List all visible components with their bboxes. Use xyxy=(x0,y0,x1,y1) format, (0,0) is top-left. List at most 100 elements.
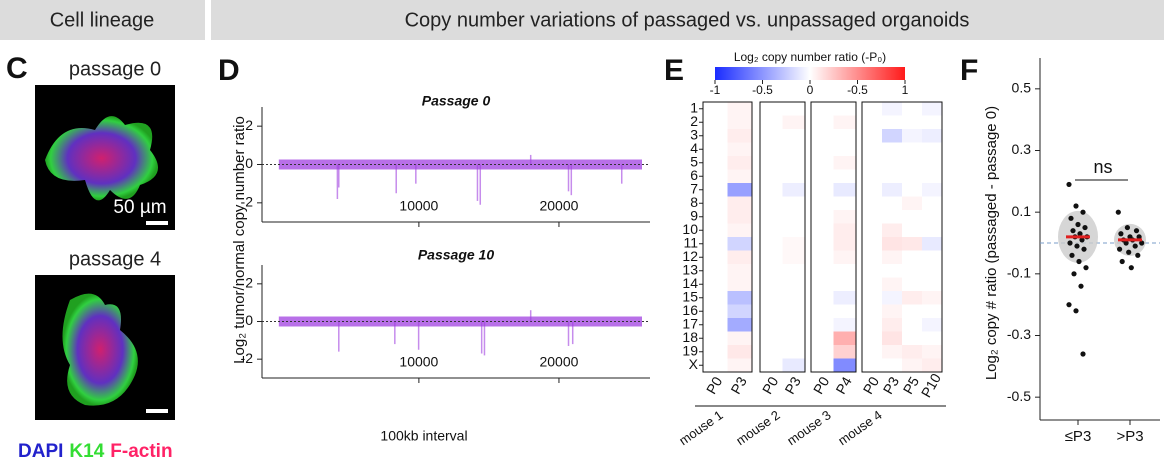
data-point xyxy=(1117,246,1123,252)
outlier-point xyxy=(480,321,483,354)
data-point xyxy=(1070,228,1076,234)
colorbar-tick-label: 0 xyxy=(807,83,814,97)
heatmap-cell xyxy=(882,129,903,143)
heatmap-cell xyxy=(882,183,903,197)
data-point xyxy=(1136,234,1142,240)
data-point xyxy=(1076,258,1082,265)
annotation: ns xyxy=(1093,157,1112,177)
heatmap-cell xyxy=(782,331,806,346)
y-tick-label: 0.1 xyxy=(1012,203,1032,219)
heatmap-cell xyxy=(833,156,857,170)
heatmap-cell xyxy=(882,196,903,211)
row-label: 4 xyxy=(690,140,698,156)
heatmap-cell xyxy=(922,345,943,359)
heatmap-cell xyxy=(703,291,728,305)
heatmap-cell xyxy=(882,115,903,130)
heatmap-cell xyxy=(811,237,834,251)
heatmap-cell xyxy=(727,223,753,238)
heatmap-cell xyxy=(902,115,923,130)
heatmap-cell xyxy=(862,169,883,184)
heatmap-cell xyxy=(833,115,857,130)
y-tick-label: 0.3 xyxy=(1012,141,1032,157)
noise-band xyxy=(278,159,642,170)
y-axis-label: Log₂ copy # ratio (passaged - passage 0) xyxy=(983,106,1000,380)
outlier-point xyxy=(338,321,340,352)
heatmap-cell xyxy=(922,237,943,251)
heatmap-cell xyxy=(882,169,903,184)
outlier-point xyxy=(483,321,486,356)
data-point xyxy=(1075,221,1081,228)
heatmap-cell xyxy=(782,345,806,359)
heatmap-cell xyxy=(833,304,857,319)
row-label: 12 xyxy=(682,248,698,264)
heatmap-cell xyxy=(727,358,753,373)
scale-bar xyxy=(146,409,168,413)
heatmap-cell xyxy=(782,142,806,157)
heatmap-cell xyxy=(703,102,728,116)
data-point xyxy=(1078,283,1084,289)
heatmap-cell xyxy=(760,196,783,211)
data-point xyxy=(1083,265,1089,271)
outlier-point xyxy=(415,164,417,184)
y-tick-label: 2 xyxy=(245,117,253,133)
heatmap-cell xyxy=(902,169,923,184)
data-point xyxy=(1132,243,1138,249)
heatmap-cell xyxy=(862,291,883,305)
x-tick-label: >P3 xyxy=(1116,428,1143,445)
heatmap-cell xyxy=(833,196,857,211)
heatmap-cell xyxy=(833,129,857,143)
panel-label: D xyxy=(218,54,240,87)
header-bg xyxy=(0,0,205,40)
column-label: P0 xyxy=(759,374,782,397)
data-point xyxy=(1139,240,1145,246)
heatmap-cell xyxy=(902,277,923,292)
x-tick-label: 20000 xyxy=(539,198,578,214)
heatmap-cell xyxy=(782,156,806,170)
heatmap-cell xyxy=(782,196,806,211)
heatmap-cell xyxy=(760,250,783,265)
heatmap-cell xyxy=(703,196,728,211)
heatmap-cell xyxy=(882,237,903,251)
heatmap-cell xyxy=(922,183,943,197)
heatmap-cell xyxy=(811,318,834,332)
heatmap-cell xyxy=(833,237,857,251)
heatmap-cell xyxy=(922,358,943,373)
y-tick-label: -2 xyxy=(241,350,254,366)
heatmap-cell xyxy=(862,210,883,224)
row-label: 16 xyxy=(682,302,698,318)
data-point xyxy=(1126,249,1132,255)
colorbar-tick-label: -1 xyxy=(710,83,721,97)
panel-label: E xyxy=(664,54,684,87)
outlier-point xyxy=(395,164,397,194)
heatmap-cell xyxy=(703,223,728,238)
heatmap-cell xyxy=(703,156,728,170)
heatmap-cell xyxy=(833,183,857,197)
heatmap-cell xyxy=(782,129,806,143)
heatmap-cell xyxy=(703,318,728,332)
heatmap-cell xyxy=(703,250,728,265)
heatmap-cell xyxy=(833,142,857,157)
data-point xyxy=(1074,243,1080,249)
heatmap-cell xyxy=(902,210,923,224)
scale-bar xyxy=(146,221,168,225)
heatmap-cell xyxy=(882,264,903,278)
x-tick-label: 20000 xyxy=(539,354,578,370)
heatmap-cell xyxy=(862,129,883,143)
data-point xyxy=(1073,203,1079,209)
heatmap-cell xyxy=(727,318,753,332)
heatmap-cell xyxy=(922,291,943,305)
outlier-point xyxy=(479,164,482,205)
outlier-point xyxy=(529,310,532,322)
heatmap-cell xyxy=(882,142,903,157)
group-frame xyxy=(810,101,857,373)
heatmap-cell xyxy=(862,115,883,130)
outlier-point xyxy=(529,154,532,165)
heatmap-cell xyxy=(922,277,943,292)
heatmap-cell xyxy=(902,291,923,305)
data-point xyxy=(1118,231,1124,237)
heatmap-cell xyxy=(902,223,923,238)
heatmap-cell xyxy=(833,291,857,305)
data-point xyxy=(1080,351,1086,357)
heatmap-cell xyxy=(760,345,783,359)
data-point xyxy=(1071,271,1077,277)
